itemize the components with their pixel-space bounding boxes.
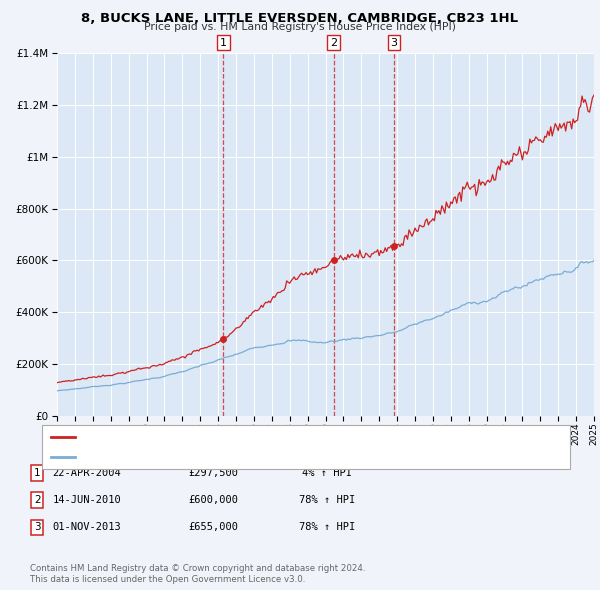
Text: 78% ↑ HPI: 78% ↑ HPI bbox=[299, 523, 355, 532]
Text: HPI: Average price, detached house, South Cambridgeshire: HPI: Average price, detached house, Sout… bbox=[79, 452, 369, 461]
Text: 78% ↑ HPI: 78% ↑ HPI bbox=[299, 496, 355, 505]
Text: 3: 3 bbox=[34, 523, 41, 532]
Text: 14-JUN-2010: 14-JUN-2010 bbox=[53, 496, 121, 505]
Text: This data is licensed under the Open Government Licence v3.0.: This data is licensed under the Open Gov… bbox=[30, 575, 305, 584]
Text: 1: 1 bbox=[220, 38, 227, 48]
Text: 2: 2 bbox=[34, 496, 41, 505]
Text: 3: 3 bbox=[391, 38, 398, 48]
Text: 22-APR-2004: 22-APR-2004 bbox=[53, 468, 121, 478]
Text: £655,000: £655,000 bbox=[188, 523, 238, 532]
Text: 2: 2 bbox=[330, 38, 337, 48]
Text: 01-NOV-2013: 01-NOV-2013 bbox=[53, 523, 121, 532]
Text: £600,000: £600,000 bbox=[188, 496, 238, 505]
Text: 1: 1 bbox=[34, 468, 41, 478]
Text: 4% ↑ HPI: 4% ↑ HPI bbox=[302, 468, 352, 478]
Text: 8, BUCKS LANE, LITTLE EVERSDEN, CAMBRIDGE, CB23 1HL: 8, BUCKS LANE, LITTLE EVERSDEN, CAMBRIDG… bbox=[82, 12, 518, 25]
Text: Contains HM Land Registry data © Crown copyright and database right 2024.: Contains HM Land Registry data © Crown c… bbox=[30, 565, 365, 573]
Text: 8, BUCKS LANE, LITTLE EVERSDEN, CAMBRIDGE, CB23 1HL (detached house): 8, BUCKS LANE, LITTLE EVERSDEN, CAMBRIDG… bbox=[79, 432, 457, 442]
Text: Price paid vs. HM Land Registry's House Price Index (HPI): Price paid vs. HM Land Registry's House … bbox=[144, 22, 456, 32]
Text: £297,500: £297,500 bbox=[188, 468, 238, 478]
